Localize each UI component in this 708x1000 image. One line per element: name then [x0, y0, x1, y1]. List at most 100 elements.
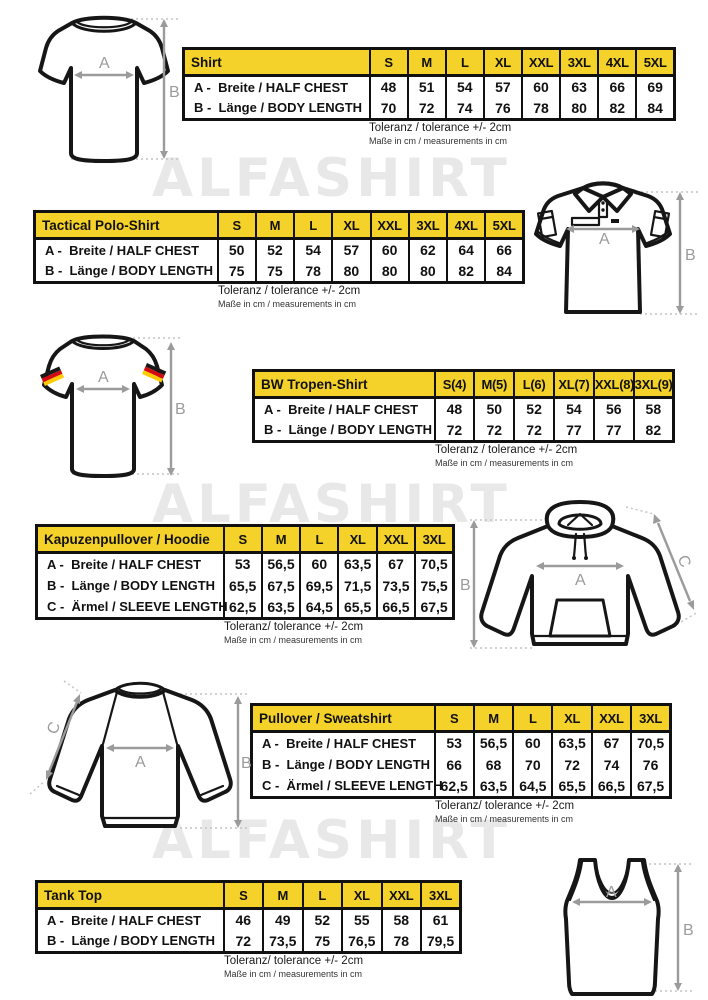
measurement-row: A - Breite / HALF CHEST 50 52 54 57 60 62 64 66	[33, 238, 525, 261]
shirt-size-table: Shirt S M L XL XXL 3XL 4XL 5XL A - Breite / HALF …	[182, 47, 676, 121]
measurement-row: B - Länge / BODY LENGTH 66 68 70 72 74 76	[250, 753, 672, 776]
measurement-row-label: C - Ärmel / SLEEVE LENGTH	[250, 775, 443, 798]
measure-label-b: B	[685, 247, 696, 264]
tank-top-diagram: A B	[532, 856, 707, 1000]
measurement-value-cell: 49	[262, 908, 304, 931]
measurement-value-cell: 66,5	[375, 596, 417, 619]
measurement-value-cell: 50	[473, 397, 516, 420]
measurement-value-cell: 55	[341, 908, 383, 931]
half-chest-arrow	[76, 385, 130, 393]
measurement-value-cell: 75	[216, 260, 257, 283]
measurement-value-cell: 80	[559, 97, 600, 120]
half-chest-arrow	[74, 71, 134, 79]
measurement-value-cell: 79,5	[420, 930, 462, 953]
sweatshirt-table-title: Pullover / Sweatshirt	[250, 704, 436, 733]
size-column-header: XXL	[590, 704, 633, 733]
measurement-row-label: A - Breite / HALF CHEST	[33, 238, 219, 261]
left-sleeve-pocket	[536, 209, 558, 239]
size-column-header: XL	[482, 48, 524, 77]
measurement-value-cell: 65,5	[337, 596, 378, 619]
measure-label-c: C	[44, 720, 64, 737]
measurement-value-cell: 76	[630, 753, 672, 776]
tactical-polo-shirt-size-table: Tactical Polo-Shirt S M L XL XXL 3XL 4XL 5XL A - …	[33, 210, 525, 284]
measurement-value-cell: 53	[433, 731, 475, 754]
size-column-header: M(5)	[473, 370, 516, 399]
size-column-header: 3XL	[559, 48, 600, 77]
measurement-value-cell: 64	[445, 238, 487, 261]
bw-tropen-shirt-diagram: A B	[30, 333, 186, 483]
measurement-value-cell: 58	[632, 397, 675, 420]
drawstring-tip	[584, 556, 588, 560]
sleeve-guide-bottom	[29, 780, 46, 795]
size-column-header: S	[216, 211, 257, 240]
size-column-header: S	[222, 525, 263, 554]
kangaroo-pocket	[548, 598, 612, 638]
measurement-value-cell: 63,5	[337, 552, 378, 575]
hoodie-size-table: Kapuzenpullover / Hoodie S M L XL XXL 3XL A - B…	[35, 524, 455, 620]
measurement-value-cell: 56,5	[472, 731, 515, 754]
measurement-row: B - Länge / BODY LENGTH 70 72 74 76 78 80 82 84	[182, 97, 676, 120]
measurement-value-cell: 63	[559, 75, 600, 98]
size-column-header: 4XL	[597, 48, 638, 77]
collar-outer-line	[70, 21, 138, 33]
right-cuff-line	[199, 784, 225, 797]
measurement-value-cell: 75	[254, 260, 296, 283]
half-chest-arrow	[106, 744, 174, 752]
polo-shirt-drawing: A B	[534, 181, 698, 315]
measurement-value-cell: 68	[472, 753, 515, 776]
measurement-row-label: B - Länge / BODY LENGTH	[33, 260, 219, 283]
chest-tag	[611, 219, 619, 223]
measurement-row-label: B - Länge / BODY LENGTH	[182, 97, 371, 120]
alfashirt-watermark: ALFASHIRT	[152, 810, 511, 871]
drawstring-left	[572, 532, 578, 558]
measurement-value-cell: 70	[368, 97, 409, 120]
hoodie-drawing: B A C	[460, 500, 699, 649]
measurement-value-cell: 56	[592, 397, 635, 420]
tshirt-drawing: A B	[38, 15, 180, 163]
hood-opening	[557, 513, 603, 531]
right-armhole-line	[640, 860, 656, 902]
measurement-value-cell: 72	[222, 930, 264, 953]
collar-band	[581, 181, 625, 190]
measurement-value-cell: 54	[552, 397, 595, 420]
measurement-value-cell: 70	[512, 753, 554, 776]
measurement-value-cell: 74	[444, 97, 485, 120]
size-column-header: L	[512, 704, 554, 733]
size-column-header: XXL	[375, 525, 417, 554]
measurement-value-cell: 60	[299, 552, 340, 575]
measurement-value-cell: 70,5	[630, 731, 672, 754]
measurement-row-label: A - Breite / HALF CHEST	[35, 908, 225, 931]
sweatshirt-outline	[47, 688, 233, 828]
left-cuff-line	[55, 784, 81, 797]
measurement-row: A - Breite / HALF CHEST 46 49 52 55 58 61	[35, 908, 462, 931]
size-column-header: M	[262, 881, 304, 910]
hood-outline	[544, 500, 616, 539]
tshirt-diagram: A B	[28, 13, 180, 179]
measurement-value-cell: 50	[216, 238, 257, 261]
measurement-row: C - Ärmel / SLEEVE LENGTH 62,5 63,5 64,5 65,…	[35, 596, 455, 619]
size-column-header: L	[299, 525, 340, 554]
measure-label-a: A	[606, 884, 617, 901]
collar-inner-line	[75, 20, 133, 29]
measurement-row-label: A - Breite / HALF CHEST	[35, 552, 225, 575]
measure-label-b: B	[683, 922, 694, 939]
measurement-value-cell: 72	[513, 419, 555, 442]
measurement-value-cell: 62,5	[433, 775, 475, 798]
body-length-arrow	[674, 864, 682, 991]
bw-tropen-shirt-table-title: BW Tropen-Shirt	[252, 370, 436, 399]
size-column-header: 3XL	[630, 704, 672, 733]
half-chest-arrow	[566, 225, 640, 233]
measurement-value-cell: 73,5	[262, 930, 304, 953]
tank-top-drawing: A B	[563, 858, 694, 996]
size-column-header: XL	[341, 881, 383, 910]
size-column-header: XXL(8)	[592, 370, 635, 399]
measurement-value-cell: 63,5	[260, 596, 302, 619]
neck-rib-line	[593, 858, 631, 895]
size-column-header: M	[260, 525, 302, 554]
tank-top-outline	[563, 858, 661, 996]
tank-top-size-table: Tank Top S M L XL XXL 3XL A - Breite / HALF CHE…	[35, 880, 462, 954]
tolerance-note: Toleranz/ tolerance +/- 2cm Maße in cm /…	[224, 954, 363, 981]
measurements-line: Maße in cm / measurements in cm	[369, 135, 508, 146]
alfashirt-watermark: ALFASHIRT	[152, 148, 511, 209]
tolerance-line: Toleranz / tolerance +/- 2cm	[435, 444, 578, 456]
